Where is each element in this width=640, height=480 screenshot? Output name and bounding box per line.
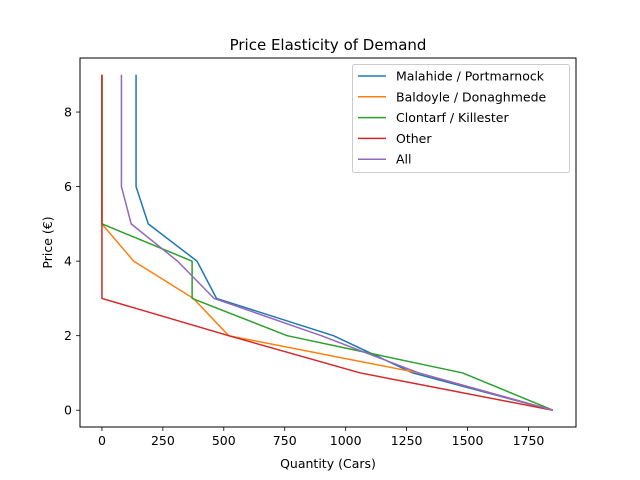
x-tick-label: 1000 bbox=[330, 433, 362, 448]
x-tick-label: 250 bbox=[151, 433, 175, 448]
series-line-4 bbox=[120, 74, 554, 411]
y-axis-label: Price (€) bbox=[40, 216, 55, 268]
x-tick-label: 1500 bbox=[452, 433, 484, 448]
x-axis-label: Quantity (Cars) bbox=[280, 456, 376, 471]
x-tick-label: 1250 bbox=[391, 433, 423, 448]
legend: Malahide / Portmarnock Baldoyle / Donaghm… bbox=[352, 64, 570, 173]
x-tick-label: 500 bbox=[212, 433, 236, 448]
x-tick-label: 1750 bbox=[513, 433, 545, 448]
plot-frame bbox=[79, 57, 577, 428]
y-tick-label: 2 bbox=[64, 328, 72, 343]
x-tick-label: 0 bbox=[98, 433, 106, 448]
chart-title: Price Elasticity of Demand bbox=[230, 36, 427, 54]
legend-entry-2: Clontarf / Killester bbox=[396, 110, 509, 125]
y-tick-label: 4 bbox=[64, 254, 72, 269]
legend-entry-3: Other bbox=[396, 131, 432, 146]
legend-entry-1: Baldoyle / Donaghmede bbox=[396, 89, 547, 104]
x-axis-ticks: 0 250 500 750 1000 1250 1500 1750 bbox=[98, 427, 544, 448]
plot-lines bbox=[101, 74, 554, 411]
legend-box bbox=[352, 64, 570, 173]
legend-entry-0: Malahide / Portmarnock bbox=[396, 69, 545, 84]
y-tick-label: 6 bbox=[64, 179, 72, 194]
series-line-3 bbox=[101, 74, 553, 411]
y-tick-label: 8 bbox=[64, 105, 72, 120]
legend-entry-4: All bbox=[396, 152, 412, 167]
y-axis-ticks: 0 2 4 6 8 bbox=[64, 105, 80, 418]
y-tick-label: 0 bbox=[64, 403, 72, 418]
x-tick-label: 750 bbox=[273, 433, 297, 448]
